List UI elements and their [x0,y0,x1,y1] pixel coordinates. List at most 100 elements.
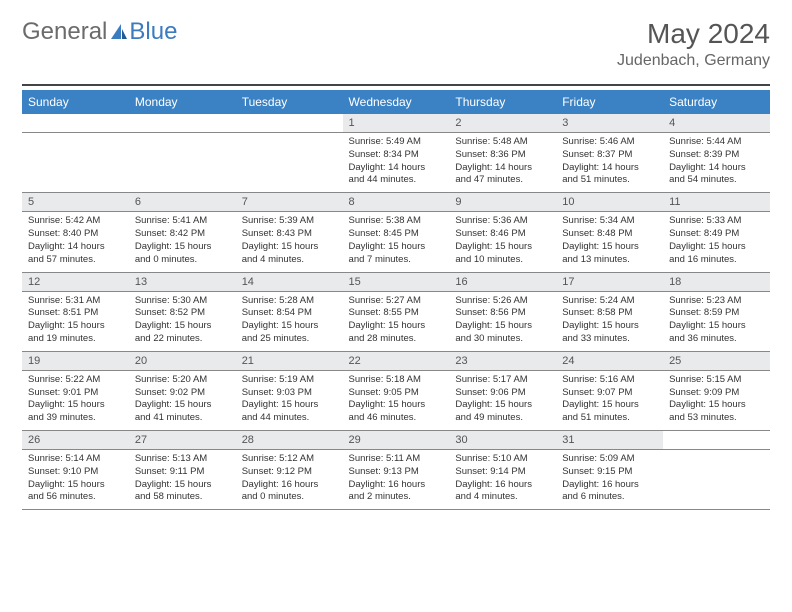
day-info-cell [663,450,770,510]
weekday-header: Friday [556,90,663,114]
day-number: 4 [663,114,770,132]
day-info-cell: Sunrise: 5:42 AMSunset: 8:40 PMDaylight:… [22,212,129,272]
day-number-cell: 20 [129,351,236,370]
day-number: 3 [556,114,663,132]
day-number: 16 [449,273,556,291]
day-number-cell: 8 [343,193,450,212]
day-number: 2 [449,114,556,132]
day-info: Sunrise: 5:17 AMSunset: 9:06 PMDaylight:… [449,371,556,430]
day-info: Sunrise: 5:46 AMSunset: 8:37 PMDaylight:… [556,133,663,192]
day-info: Sunrise: 5:24 AMSunset: 8:58 PMDaylight:… [556,292,663,351]
day-number-cell: 11 [663,193,770,212]
day-number: 27 [129,431,236,449]
day-number-cell [129,114,236,133]
day-number-cell: 30 [449,431,556,450]
day-info: Sunrise: 5:33 AMSunset: 8:49 PMDaylight:… [663,212,770,271]
day-number: 29 [343,431,450,449]
day-info-cell: Sunrise: 5:10 AMSunset: 9:14 PMDaylight:… [449,450,556,510]
day-info-cell: Sunrise: 5:17 AMSunset: 9:06 PMDaylight:… [449,370,556,430]
day-info-cell: Sunrise: 5:28 AMSunset: 8:54 PMDaylight:… [236,291,343,351]
day-info [663,450,770,502]
day-number-cell: 3 [556,114,663,133]
day-info-cell: Sunrise: 5:19 AMSunset: 9:03 PMDaylight:… [236,370,343,430]
day-number-cell: 10 [556,193,663,212]
day-info-cell: Sunrise: 5:23 AMSunset: 8:59 PMDaylight:… [663,291,770,351]
day-number-cell: 26 [22,431,129,450]
day-number: 17 [556,273,663,291]
day-number-cell: 17 [556,272,663,291]
daynum-row: 1234 [22,114,770,133]
page-title: May 2024 [617,18,770,50]
weekday-header: Tuesday [236,90,343,114]
day-number: 14 [236,273,343,291]
day-number-cell: 12 [22,272,129,291]
day-info: Sunrise: 5:13 AMSunset: 9:11 PMDaylight:… [129,450,236,509]
day-info-cell: Sunrise: 5:44 AMSunset: 8:39 PMDaylight:… [663,133,770,193]
day-number-cell: 16 [449,272,556,291]
day-info-cell: Sunrise: 5:34 AMSunset: 8:48 PMDaylight:… [556,212,663,272]
day-number: 18 [663,273,770,291]
day-number: 8 [343,193,450,211]
day-info: Sunrise: 5:31 AMSunset: 8:51 PMDaylight:… [22,292,129,351]
day-number: 6 [129,193,236,211]
day-info: Sunrise: 5:48 AMSunset: 8:36 PMDaylight:… [449,133,556,192]
header: General Blue May 2024 Judenbach, Germany [22,18,770,70]
day-number: 21 [236,352,343,370]
day-number: 22 [343,352,450,370]
day-number-cell: 27 [129,431,236,450]
day-number-cell: 22 [343,351,450,370]
day-number-cell: 18 [663,272,770,291]
day-info: Sunrise: 5:44 AMSunset: 8:39 PMDaylight:… [663,133,770,192]
logo-text-2: Blue [129,18,177,46]
day-info: Sunrise: 5:14 AMSunset: 9:10 PMDaylight:… [22,450,129,509]
day-info-cell: Sunrise: 5:14 AMSunset: 9:10 PMDaylight:… [22,450,129,510]
day-number-cell: 15 [343,272,450,291]
day-number: 11 [663,193,770,211]
day-info-cell: Sunrise: 5:27 AMSunset: 8:55 PMDaylight:… [343,291,450,351]
day-number [22,114,129,132]
day-info [129,133,236,185]
daynum-row: 19202122232425 [22,351,770,370]
day-info: Sunrise: 5:42 AMSunset: 8:40 PMDaylight:… [22,212,129,271]
day-info-cell: Sunrise: 5:49 AMSunset: 8:34 PMDaylight:… [343,133,450,193]
day-info-cell: Sunrise: 5:11 AMSunset: 9:13 PMDaylight:… [343,450,450,510]
logo: General Blue [22,18,177,46]
day-info: Sunrise: 5:19 AMSunset: 9:03 PMDaylight:… [236,371,343,430]
day-info-cell: Sunrise: 5:36 AMSunset: 8:46 PMDaylight:… [449,212,556,272]
info-row: Sunrise: 5:49 AMSunset: 8:34 PMDaylight:… [22,133,770,193]
day-info-cell: Sunrise: 5:18 AMSunset: 9:05 PMDaylight:… [343,370,450,430]
day-number: 31 [556,431,663,449]
day-number-cell: 14 [236,272,343,291]
day-info-cell: Sunrise: 5:33 AMSunset: 8:49 PMDaylight:… [663,212,770,272]
day-number-cell: 13 [129,272,236,291]
day-number: 5 [22,193,129,211]
calendar-table: SundayMondayTuesdayWednesdayThursdayFrid… [22,90,770,510]
day-info-cell: Sunrise: 5:20 AMSunset: 9:02 PMDaylight:… [129,370,236,430]
day-number-cell [22,114,129,133]
day-info-cell: Sunrise: 5:09 AMSunset: 9:15 PMDaylight:… [556,450,663,510]
day-number: 7 [236,193,343,211]
weekday-header-row: SundayMondayTuesdayWednesdayThursdayFrid… [22,90,770,114]
logo-text-1: General [22,18,107,46]
day-number: 10 [556,193,663,211]
day-number-cell: 23 [449,351,556,370]
weekday-header: Monday [129,90,236,114]
day-info-cell: Sunrise: 5:46 AMSunset: 8:37 PMDaylight:… [556,133,663,193]
day-info: Sunrise: 5:16 AMSunset: 9:07 PMDaylight:… [556,371,663,430]
day-info: Sunrise: 5:30 AMSunset: 8:52 PMDaylight:… [129,292,236,351]
day-number: 28 [236,431,343,449]
day-info-cell: Sunrise: 5:12 AMSunset: 9:12 PMDaylight:… [236,450,343,510]
day-number-cell: 25 [663,351,770,370]
day-info: Sunrise: 5:09 AMSunset: 9:15 PMDaylight:… [556,450,663,509]
day-info-cell: Sunrise: 5:15 AMSunset: 9:09 PMDaylight:… [663,370,770,430]
weekday-header: Sunday [22,90,129,114]
weekday-header: Thursday [449,90,556,114]
day-info-cell: Sunrise: 5:48 AMSunset: 8:36 PMDaylight:… [449,133,556,193]
day-info: Sunrise: 5:20 AMSunset: 9:02 PMDaylight:… [129,371,236,430]
info-row: Sunrise: 5:14 AMSunset: 9:10 PMDaylight:… [22,450,770,510]
daynum-row: 262728293031 [22,431,770,450]
day-number [663,431,770,449]
day-number-cell: 5 [22,193,129,212]
day-number-cell: 19 [22,351,129,370]
day-number-cell: 6 [129,193,236,212]
